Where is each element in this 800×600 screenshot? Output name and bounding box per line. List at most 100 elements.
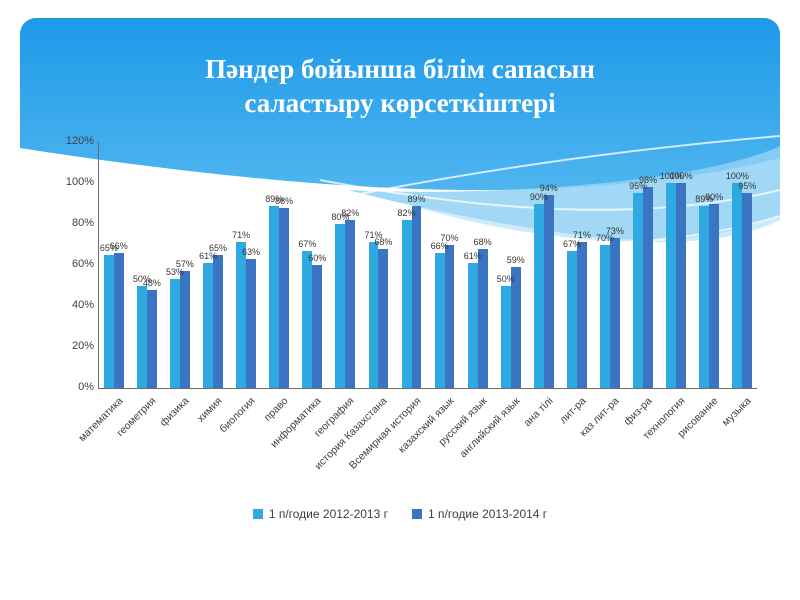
data-label: 66% (430, 240, 449, 251)
x-category-label: математика (76, 395, 126, 445)
data-label: 65% (99, 242, 118, 253)
bar-series-1 (269, 205, 280, 388)
x-category-label: химия (194, 395, 225, 425)
data-label: 90% (529, 191, 548, 202)
x-category-label: ана тілі (521, 395, 556, 429)
bar-series-2 (676, 183, 687, 388)
data-label: 71% (572, 230, 591, 241)
bar-series-1 (467, 262, 478, 388)
x-category-label: лит-ра (557, 395, 589, 427)
bar-series-1 (170, 279, 180, 388)
x-category-label: биология (217, 395, 258, 436)
data-label: 90% (705, 191, 724, 202)
data-label: 71% (232, 230, 251, 241)
bar-series-1 (401, 219, 412, 388)
bar-series-1 (136, 285, 147, 388)
slide: Пәндер бойынша білім сапасын саластыру кө… (20, 18, 780, 584)
bar-series-2 (510, 267, 521, 388)
data-label: 88% (275, 195, 294, 206)
bar-series-1 (699, 205, 710, 388)
data-label: 50% (496, 273, 515, 284)
x-category-label: физика (157, 395, 192, 429)
data-label: 63% (242, 246, 261, 257)
bar-series-1 (666, 183, 677, 388)
wave-lighter (410, 205, 780, 243)
y-axis-tick-label: 120% (65, 135, 94, 147)
data-label: 82% (397, 207, 416, 218)
x-category-label: право (261, 395, 291, 424)
legend-swatch-2012-2013 (252, 509, 263, 519)
data-label: 94% (539, 183, 558, 194)
data-label: 89% (407, 193, 426, 204)
legend-label-2013-2014: 1 п/годие 2013-2014 г (428, 507, 548, 521)
legend-swatch-2013-2014 (412, 509, 422, 519)
header-band (20, 18, 780, 191)
data-label: 73% (605, 226, 624, 237)
data-label: 89% (695, 193, 714, 204)
bar-series-2 (742, 193, 753, 388)
data-label: 98% (639, 175, 658, 186)
data-label: 68% (374, 236, 393, 247)
data-label: 71% (364, 230, 383, 241)
bar-series-2 (477, 248, 488, 388)
data-label: 100% (725, 171, 749, 181)
title-line-1: Пәндер бойынша білім сапасын (205, 54, 595, 84)
bar-series-2 (444, 244, 455, 388)
bar-series-2 (113, 252, 124, 388)
chart-legend: 1 п/годие 2012-2013 г 1 п/годие 2013-201… (20, 507, 780, 521)
data-label: 60% (308, 253, 327, 263)
data-label: 80% (331, 212, 350, 222)
x-category-label: музыка (720, 395, 754, 429)
bar-series-2 (345, 219, 356, 388)
bar-series-1 (368, 242, 379, 388)
data-label: 66% (109, 240, 128, 251)
bar-series-1 (567, 250, 577, 388)
bar-series-2 (378, 248, 389, 388)
data-label: 70% (440, 232, 459, 243)
data-label: 53% (165, 267, 184, 278)
bar-series-1 (434, 252, 445, 388)
data-label: 95% (738, 181, 757, 192)
data-label: 89% (265, 193, 284, 204)
bar-series-2 (576, 242, 587, 388)
legend-item-2013-2014: 1 п/годие 2013-2014 г (412, 507, 547, 521)
x-category-label: английский язык (457, 395, 523, 461)
bar-series-2 (146, 289, 157, 388)
data-label: 82% (341, 207, 360, 218)
bar-series-1 (500, 285, 511, 388)
bar-series-2 (312, 265, 323, 388)
bar-series-2 (279, 207, 290, 388)
y-axis-line (98, 142, 99, 388)
bar-series-1 (103, 254, 114, 388)
bar-series-2 (610, 238, 620, 388)
data-label: 100% (659, 171, 683, 181)
bar-chart: 0% 20% 40% 60% 80% 100% 120% 65% 50% 53% 61% 71% 89%… (20, 18, 780, 584)
bar-series-2 (213, 254, 223, 388)
data-label: 48% (142, 277, 161, 288)
bar-series-1 (732, 183, 743, 388)
y-axis-tick-label: 60% (71, 258, 94, 270)
data-label: 67% (562, 238, 581, 249)
data-label: 95% (629, 181, 648, 192)
y-axis-tick-label: 20% (71, 340, 94, 352)
data-label: 61% (463, 250, 482, 261)
data-label: 61% (199, 250, 218, 261)
slide-title: Пәндер бойынша білім сапасын саластыру кө… (20, 52, 780, 120)
legend-label-2012-2013: 1 п/годие 2012-2013 г (268, 507, 388, 521)
bar-series-1 (633, 193, 644, 388)
y-axis-tick-label: 0% (78, 381, 94, 393)
data-label: 100% (669, 171, 693, 181)
legend-item-2012-2013: 1 п/годие 2012-2013 г (252, 507, 388, 521)
data-label: 68% (473, 236, 492, 247)
data-label: 50% (132, 273, 151, 284)
title-line-2: саластыру көрсеткіштері (244, 88, 556, 118)
swoosh-line-2 (319, 179, 780, 211)
bar-series-2 (411, 205, 422, 388)
y-axis-tick-label: 40% (71, 299, 94, 311)
x-axis-line (98, 388, 757, 389)
bar-series-1 (600, 244, 610, 388)
bar-series-2 (709, 203, 720, 388)
swoosh-line-1 (244, 135, 780, 219)
data-label: 59% (506, 255, 525, 266)
bar-series-1 (203, 262, 214, 388)
